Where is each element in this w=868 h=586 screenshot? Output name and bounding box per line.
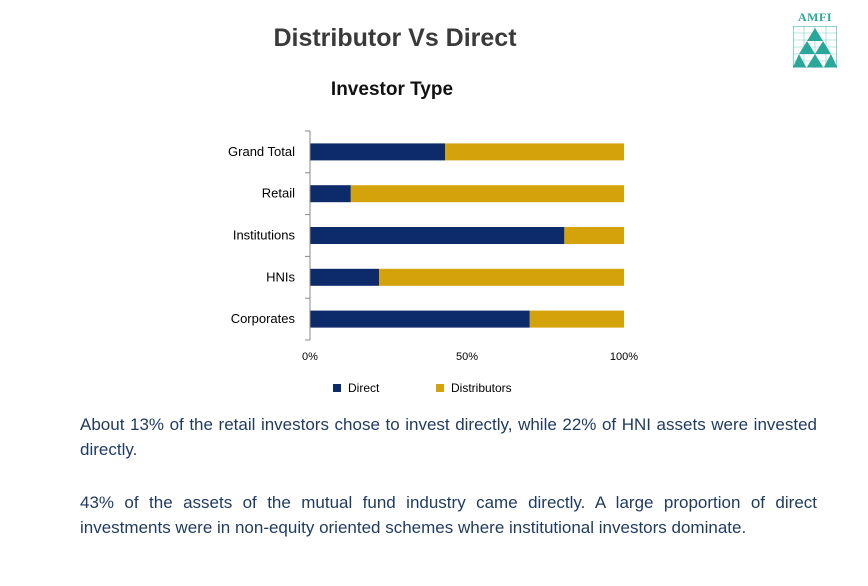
- logo-triangles-icon: [793, 26, 837, 68]
- x-tick-label: 100%: [610, 351, 638, 363]
- bar-distributors-hnis: [379, 268, 624, 286]
- bar-distributors-institutions: [564, 227, 624, 244]
- legend-swatch-distributors: [436, 384, 444, 392]
- summary-paragraph-2: 43% of the assets of the mutual fund ind…: [80, 493, 817, 537]
- legend-item-direct: Direct: [333, 381, 379, 395]
- page-title: Distributor Vs Direct: [273, 24, 517, 52]
- bar-direct-hnis: [310, 268, 380, 286]
- x-tick-label: 0%: [302, 351, 318, 363]
- bar-direct-retail: [310, 185, 351, 203]
- chart-legend: Direct Distributors: [0, 381, 868, 401]
- category-label: Retail: [262, 186, 295, 201]
- bar-distributors-corporates: [529, 310, 624, 328]
- legend-item-distributors: Distributors: [436, 381, 512, 395]
- bar-direct-institutions: [310, 227, 565, 244]
- category-label: Institutions: [233, 228, 296, 243]
- chart-title: Investor Type: [330, 79, 454, 100]
- category-label: Corporates: [231, 311, 296, 326]
- bar-distributors-grand-total: [445, 143, 624, 161]
- summary-paragraph-1: About 13% of the retail investors chose …: [80, 415, 817, 459]
- amfi-logo: AMFI: [790, 10, 840, 70]
- legend-label-distributors: Distributors: [451, 381, 512, 395]
- legend-label-direct: Direct: [348, 381, 380, 395]
- bar-distributors-retail: [350, 185, 624, 203]
- category-label: HNIs: [266, 269, 295, 284]
- investor-type-chart: Grand Total Retail Institutions HNIs Corpora…: [228, 130, 638, 363]
- logo-text: AMFI: [798, 10, 832, 24]
- bar-direct-grand-total: [310, 143, 446, 161]
- category-label: Grand Total: [228, 144, 295, 159]
- bar-direct-corporates: [310, 310, 530, 328]
- x-tick-label: 50%: [456, 351, 478, 363]
- legend-swatch-direct: [333, 384, 341, 392]
